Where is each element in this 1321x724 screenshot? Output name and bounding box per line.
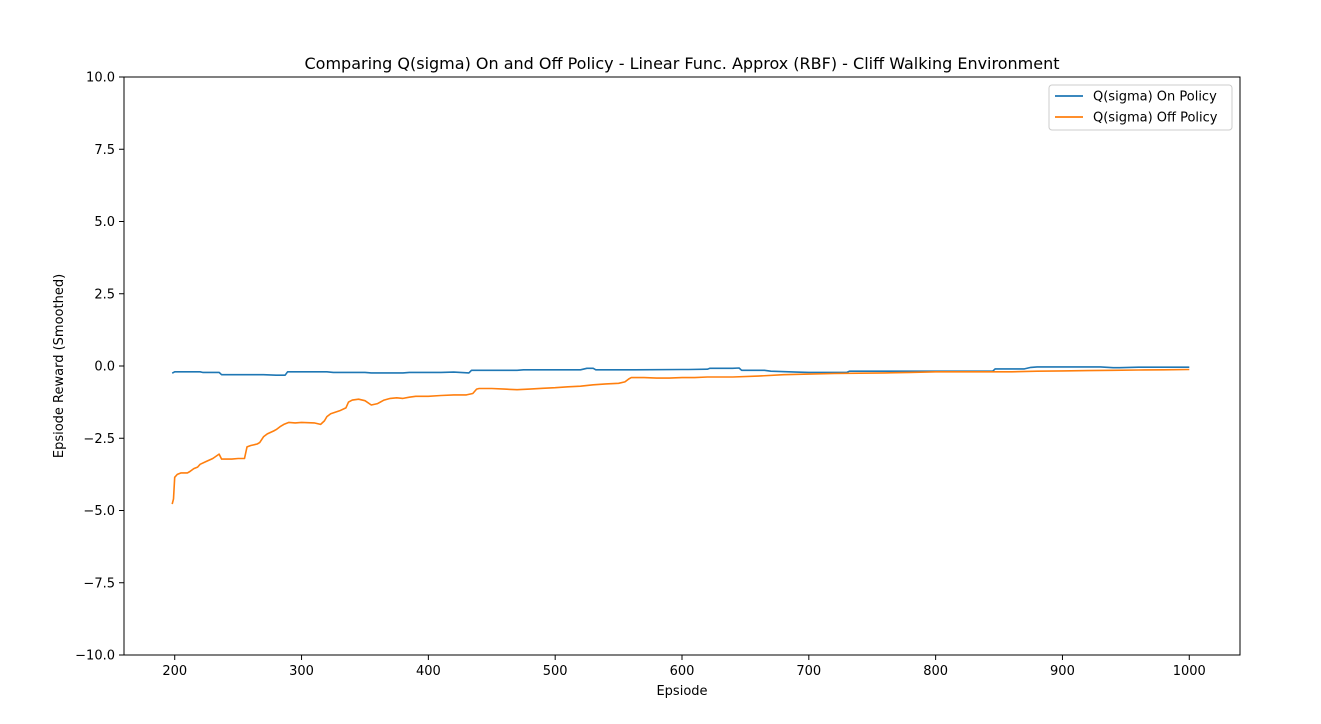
y-tick-label: −10.0 [75, 649, 115, 664]
series-layer [171, 366, 1190, 505]
y-tick-label: 7.5 [94, 143, 115, 158]
y-axis-label: Epsiode Reward (Smoothed) [52, 274, 67, 458]
x-tick-label: 800 [923, 664, 948, 679]
y-tick-label: 2.5 [94, 287, 115, 302]
y-tick-label: 0.0 [94, 360, 115, 375]
y-tick-label: 10.0 [86, 71, 115, 86]
x-tick-label: 900 [1050, 664, 1075, 679]
x-tick-label: 400 [416, 664, 441, 679]
legend-box [1048, 84, 1233, 131]
chart-title: Comparing Q(sigma) On and Off Policy - L… [304, 54, 1059, 73]
y-tick-label: 5.0 [94, 215, 115, 230]
y-tick-label: −5.0 [83, 504, 115, 519]
y-tick-label: −2.5 [83, 432, 115, 447]
series-line-2 [171, 368, 1190, 505]
x-tick-label: 1000 [1173, 664, 1206, 679]
x-tick-label: 200 [162, 664, 187, 679]
plot-area [123, 76, 1241, 656]
legend: Q(sigma) On Policy Q(sigma) Off Policy [1048, 84, 1233, 131]
x-tick-label: 600 [670, 664, 695, 679]
x-axis: 200 300 400 500 600 700 800 900 1000 [162, 655, 1206, 679]
legend-label-2: Q(sigma) Off Policy [1093, 111, 1218, 126]
x-axis-label: Epsiode [656, 684, 707, 699]
plot-background [124, 77, 1240, 655]
x-tick-label: 500 [543, 664, 568, 679]
legend-label-1: Q(sigma) On Policy [1093, 90, 1217, 105]
x-tick-label: 700 [796, 664, 821, 679]
y-tick-label: −7.5 [83, 576, 115, 591]
x-tick-label: 300 [289, 664, 314, 679]
y-axis: −10.0 −7.5 −5.0 −2.5 0.0 2.5 5.0 7.5 10.0 [75, 71, 124, 664]
